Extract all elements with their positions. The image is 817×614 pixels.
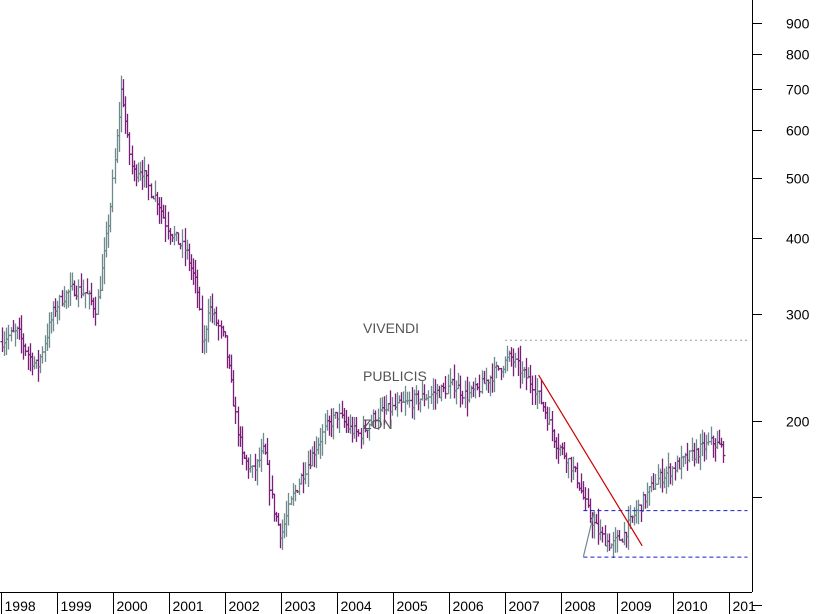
x-tick-label: 201 (733, 598, 757, 614)
y-tick-label: 500 (786, 171, 810, 187)
reference-lines (505, 339, 748, 558)
x-tick-label: 2010 (677, 598, 708, 614)
y-tick-label: 200 (786, 414, 810, 430)
ohlc-bar (443, 376, 448, 399)
y-axis: 200 300 400 500 600 700 800 900 (752, 0, 810, 606)
y-tick-label: 400 (786, 231, 810, 247)
x-tick-label: 2009 (621, 598, 652, 614)
x-tick-label: 2001 (173, 598, 204, 614)
x-tick-label: 1999 (61, 598, 92, 614)
ohlc-bar (267, 460, 272, 506)
x-tick-label: 2003 (285, 598, 316, 614)
ohlc-bar (216, 319, 221, 341)
x-tick-label: 2005 (397, 598, 428, 614)
y-tick-label: 600 (786, 123, 810, 139)
x-tick-label: 2002 (229, 598, 260, 614)
ohlc-bars (0, 75, 726, 559)
x-tick-label: 2008 (565, 598, 596, 614)
ohlc-bar (721, 441, 726, 463)
annotation-line: VIVENDI (363, 320, 420, 336)
annotation-line: ZON (363, 416, 393, 432)
x-tick-label: 2007 (509, 598, 540, 614)
x-tick-label: 2004 (341, 598, 372, 614)
trend-line (582, 509, 596, 557)
x-tick-label: 2000 (117, 598, 148, 614)
trend-line (538, 374, 643, 547)
x-tick-label: 1998 (5, 598, 36, 614)
y-tick-label: 300 (786, 307, 810, 323)
chart-annotation: VIVENDI PUBLICIS ZON (363, 288, 427, 448)
annotation-line: PUBLICIS (363, 368, 427, 384)
y-tick-label: 900 (786, 16, 810, 32)
x-tick-label: 2006 (453, 598, 484, 614)
y-tick-label: 800 (786, 47, 810, 63)
y-tick-label: 700 (786, 82, 810, 98)
x-axis: 1998 1999 2000 2001 2002 2003 2004 2005 2006 2007… (0, 592, 756, 614)
